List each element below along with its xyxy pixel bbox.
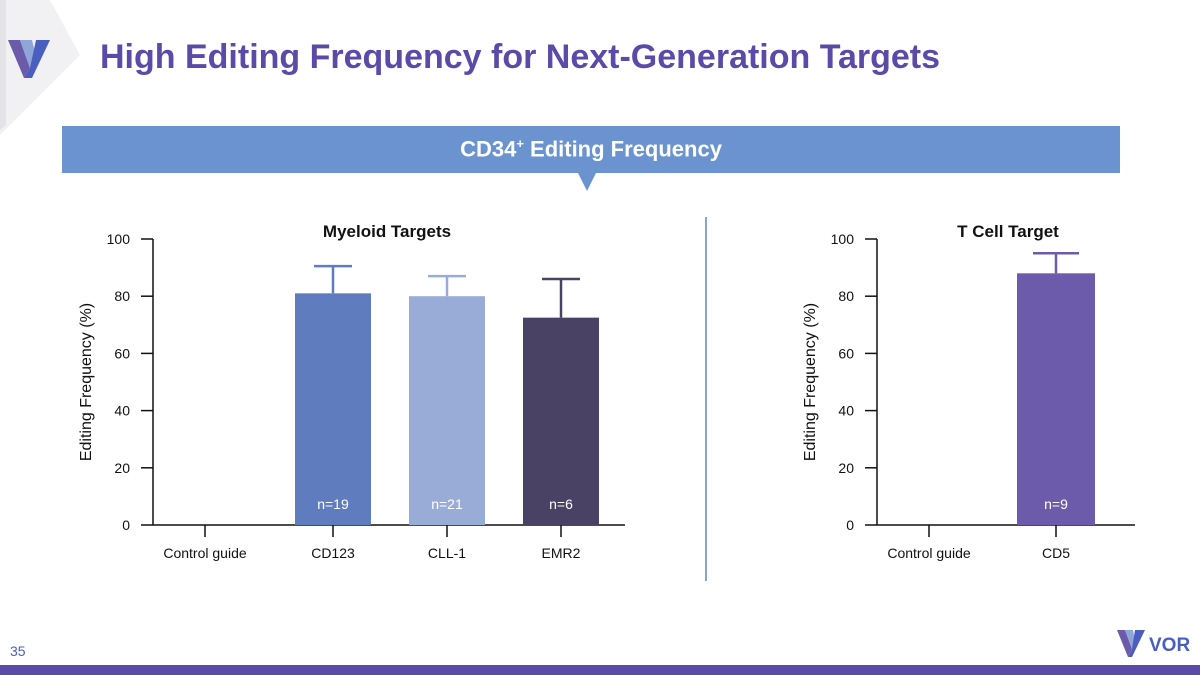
y-tick-label: 60 [838,345,854,361]
sample-size-label: n=9 [1044,496,1068,512]
bar-emr2 [523,317,599,525]
y-tick-label: 0 [122,517,130,533]
x-tick-label: CD123 [311,545,355,561]
sample-size-label: n=21 [431,496,463,512]
y-tick-label: 60 [114,345,130,361]
sample-size-label: n=19 [317,496,349,512]
footer-bar [0,665,1200,675]
y-tick-label: 20 [114,460,130,476]
page-number: 35 [10,643,26,659]
vor-brand-logo: VOR [1117,630,1190,657]
banner-pointer [578,173,596,191]
x-tick-label: CD5 [1042,545,1070,561]
y-tick-label: 100 [831,231,855,247]
y-tick-label: 80 [114,288,130,304]
y-tick-label: 40 [114,403,130,419]
y-tick-label: 100 [107,231,131,247]
vor-logo-icon [8,40,50,78]
banner-title: CD34+ Editing Frequency [460,136,722,162]
chart-title: T Cell Target [957,222,1059,241]
sample-size-label: n=6 [549,496,573,512]
brand-text: VOR [1149,635,1190,656]
x-tick-label: Control guide [163,545,246,561]
bar-cd5 [1017,273,1095,525]
y-tick-label: 20 [838,460,854,476]
section-banner: CD34+ Editing Frequency [62,126,1120,173]
y-axis-label: Editing Frequency (%) [802,303,819,461]
x-tick-label: CLL-1 [428,545,466,561]
y-tick-label: 0 [846,517,854,533]
chart-divider [705,217,707,581]
corner-decoration [0,0,80,135]
bar-cd123 [295,293,371,525]
x-tick-label: Control guide [887,545,970,561]
y-axis-label: Editing Frequency (%) [78,303,95,461]
x-tick-label: EMR2 [542,545,581,561]
y-tick-label: 40 [838,403,854,419]
bar-cll-1 [409,296,485,525]
page-title: High Editing Frequency for Next-Generati… [100,38,941,76]
y-tick-label: 80 [838,288,854,304]
chart-title: Myeloid Targets [323,222,451,241]
